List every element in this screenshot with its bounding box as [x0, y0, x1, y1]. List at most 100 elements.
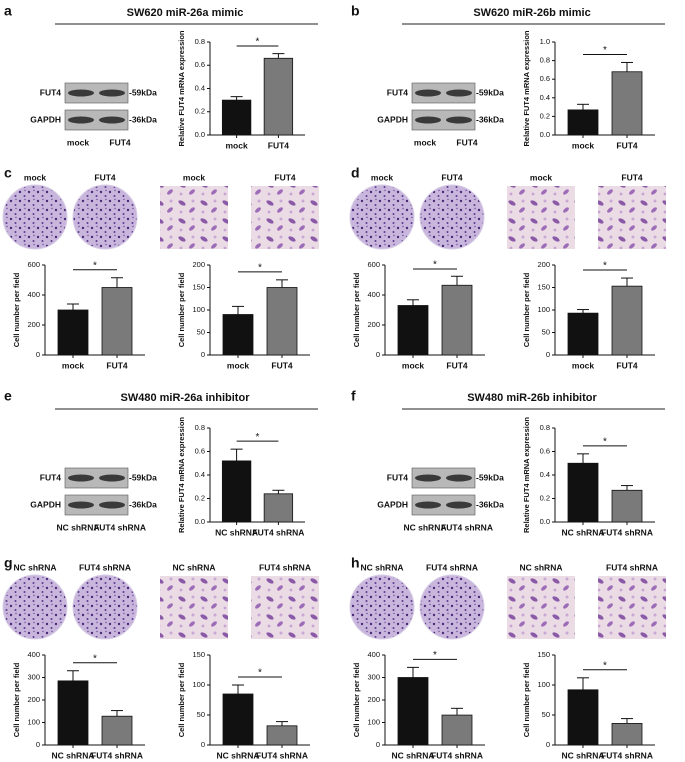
- significance-mark: *: [256, 37, 260, 48]
- significance-mark: *: [258, 668, 262, 679]
- y-tick-label: 0.6: [195, 446, 205, 455]
- bar: [101, 715, 133, 746]
- x-tick-label: FUT4 shRNA: [601, 527, 653, 537]
- image-label: NC shRNA: [14, 562, 57, 572]
- micrograph: [160, 186, 228, 249]
- image-label: FUT4 shRNA: [426, 562, 478, 572]
- y-tick-label: 0.0: [195, 130, 205, 139]
- panel-title: SW480 miR-26a inhibitor: [121, 392, 251, 404]
- bar: [266, 287, 298, 356]
- bar: [101, 287, 133, 356]
- band-size: -36kDa: [476, 114, 504, 124]
- significance-mark: *: [93, 653, 97, 664]
- image-label: FUT4 shRNA: [259, 562, 311, 572]
- image-label: FUT4: [441, 172, 463, 182]
- blot-band: [68, 116, 94, 124]
- image-label: NC shRNA: [361, 562, 404, 572]
- blot-band: [415, 474, 441, 482]
- x-tick-label: NC shRNA: [52, 750, 95, 760]
- y-tick-label: 0: [201, 740, 205, 749]
- colony-image: [72, 574, 138, 640]
- x-tick-label: FUT4 shRNA: [252, 527, 304, 537]
- panel-letter: d: [351, 165, 360, 181]
- y-axis-label: Cell number per field: [522, 272, 531, 347]
- band-label: FUT4: [40, 472, 62, 482]
- bar: [567, 689, 599, 746]
- lane-label: mock: [67, 137, 89, 147]
- band-size: -59kDa: [476, 87, 504, 97]
- y-tick-label: 0.6: [540, 446, 550, 455]
- blot-band: [99, 501, 125, 509]
- blot-strip: [411, 109, 476, 131]
- panel-letter: a: [4, 3, 12, 19]
- x-tick-label: FUT4: [616, 140, 638, 150]
- band-label: GAPDH: [30, 114, 61, 124]
- y-tick-label: 0.2: [540, 111, 550, 120]
- micrograph: [598, 576, 666, 639]
- blot-strip: [411, 82, 476, 104]
- lane-label: FUT4 shRNA: [441, 522, 493, 532]
- panel-letter: h: [351, 555, 360, 571]
- y-tick-label: 0: [201, 350, 205, 359]
- blot-band: [446, 474, 472, 482]
- y-tick-label: 0.8: [540, 56, 550, 65]
- y-tick-label: 0.0: [540, 130, 550, 139]
- image-label: FUT4 shRNA: [606, 562, 658, 572]
- blot-band: [415, 89, 441, 97]
- y-tick-label: 0.4: [195, 470, 205, 479]
- panel-letter: g: [4, 555, 13, 571]
- x-tick-label: FUT4: [268, 140, 290, 150]
- y-tick-label: 400: [27, 650, 40, 659]
- bar: [567, 462, 599, 523]
- panel-letter: c: [4, 165, 12, 181]
- bar: [263, 493, 294, 523]
- band-label: GAPDH: [377, 499, 408, 509]
- x-tick-label: mock: [402, 360, 424, 370]
- x-tick-label: FUT4: [271, 360, 293, 370]
- blot-band: [446, 89, 472, 97]
- panel-letter: f: [351, 388, 356, 404]
- y-tick-label: 0.4: [540, 93, 550, 102]
- bar: [441, 714, 473, 746]
- bar: [397, 305, 429, 356]
- colony-image: [2, 574, 68, 640]
- y-tick-label: 1.0: [540, 37, 550, 46]
- x-tick-label: mock: [62, 360, 84, 370]
- significance-mark: *: [603, 660, 607, 671]
- y-axis-label: Relative FUT4 mRNA expression: [177, 417, 186, 533]
- bar: [222, 314, 254, 356]
- y-axis-label: Relative FUT4 mRNA expression: [522, 417, 531, 533]
- band-label: FUT4: [387, 472, 409, 482]
- bar: [57, 680, 89, 746]
- colony-image: [349, 184, 415, 250]
- y-tick-label: 0.8: [195, 37, 205, 46]
- y-axis-label: Cell number per field: [177, 662, 186, 737]
- y-axis-label: Cell number per field: [12, 662, 21, 737]
- y-tick-label: 50: [197, 710, 205, 719]
- y-tick-label: 100: [27, 717, 40, 726]
- significance-mark: *: [603, 261, 607, 272]
- blot-strip: [64, 82, 129, 104]
- y-tick-label: 0.2: [195, 107, 205, 116]
- x-tick-label: mock: [572, 140, 594, 150]
- band-label: FUT4: [40, 87, 62, 97]
- micrograph: [160, 576, 228, 639]
- x-tick-label: FUT4 shRNA: [431, 750, 483, 760]
- blot-band: [68, 474, 94, 482]
- blot-band: [415, 501, 441, 509]
- colony-image: [72, 184, 138, 250]
- image-label: FUT4 shRNA: [79, 562, 131, 572]
- y-tick-label: 0: [36, 740, 40, 749]
- bar: [567, 312, 599, 356]
- colony-image: [419, 574, 485, 640]
- bar: [397, 677, 429, 746]
- band-label: FUT4: [387, 87, 409, 97]
- blot-band: [99, 89, 125, 97]
- colony-image: [419, 184, 485, 250]
- x-tick-label: NC shRNA: [217, 750, 260, 760]
- colony-image: [349, 574, 415, 640]
- y-tick-label: 0: [376, 740, 380, 749]
- band-size: -59kDa: [129, 472, 157, 482]
- bar: [221, 460, 252, 523]
- significance-mark: *: [93, 260, 97, 271]
